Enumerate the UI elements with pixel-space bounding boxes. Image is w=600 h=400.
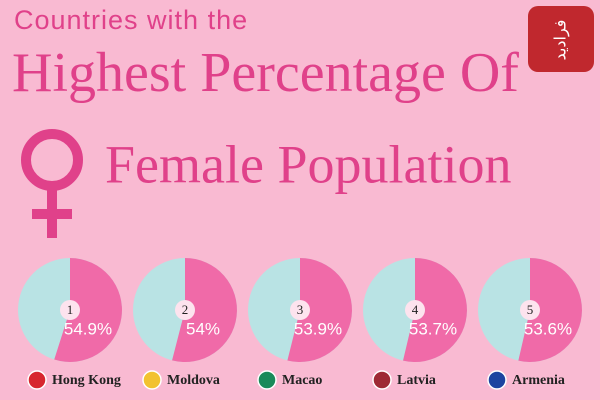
flag [27, 370, 47, 390]
country: Moldova [167, 373, 220, 388]
pie-slice [403, 258, 467, 362]
rank-badge [520, 300, 540, 320]
value-label: 54.9% [64, 319, 112, 338]
rank-badge [290, 300, 310, 320]
title-line2: Highest Percentage Of [12, 42, 519, 104]
rank-badge [175, 300, 195, 320]
flag [142, 370, 162, 390]
female-symbol [21, 129, 83, 238]
value-label: 54% [186, 319, 220, 338]
country: Hong Kong [52, 373, 121, 388]
flag [372, 370, 392, 390]
rank: 5 [527, 302, 534, 317]
rank-badge [405, 300, 425, 320]
title-line1: Countries with the [14, 5, 248, 35]
rank: 2 [182, 302, 189, 317]
pie-slice [54, 258, 122, 362]
flag [257, 370, 277, 390]
flag [487, 370, 507, 390]
country: Macao [282, 373, 322, 388]
pie-slice [172, 258, 238, 362]
country: Latvia [397, 373, 436, 388]
value-label: 53.6% [524, 319, 572, 338]
country: Armenia [512, 373, 565, 388]
watermark: فرادید [551, 20, 571, 61]
pie-slice [518, 258, 583, 362]
value-label: 53.7% [409, 319, 457, 338]
title-line3: Female Population [105, 134, 511, 194]
rank-badge [60, 300, 80, 320]
logo [528, 6, 594, 72]
rank: 4 [412, 302, 419, 317]
rank: 3 [297, 302, 304, 317]
value-label: 53.9% [294, 319, 342, 338]
rank: 1 [67, 302, 74, 317]
pie-slice [287, 258, 352, 362]
